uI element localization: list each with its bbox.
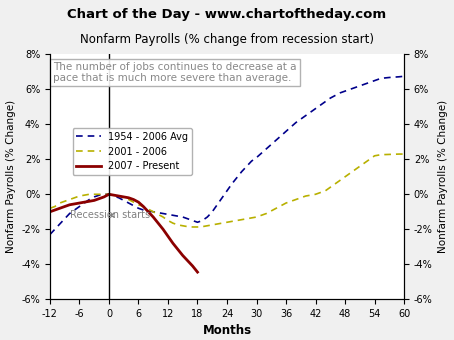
Text: Nonfarm Payrolls (% change from recession start): Nonfarm Payrolls (% change from recessio… [80, 33, 374, 47]
Text: The number of jobs continues to decrease at a
pace that is much more severe than: The number of jobs continues to decrease… [54, 62, 297, 83]
Text: Chart of the Day - www.chartoftheday.com: Chart of the Day - www.chartoftheday.com [68, 8, 386, 21]
Y-axis label: Nonfarm Payrolls (% Change): Nonfarm Payrolls (% Change) [6, 100, 16, 253]
Legend: 1954 - 2006 Avg, 2001 - 2006, 2007 - Present: 1954 - 2006 Avg, 2001 - 2006, 2007 - Pre… [73, 128, 192, 175]
Y-axis label: Nonfarm Payrolls (% Change): Nonfarm Payrolls (% Change) [438, 100, 448, 253]
X-axis label: Months: Months [202, 324, 252, 338]
Text: Recession starts: Recession starts [69, 210, 150, 220]
